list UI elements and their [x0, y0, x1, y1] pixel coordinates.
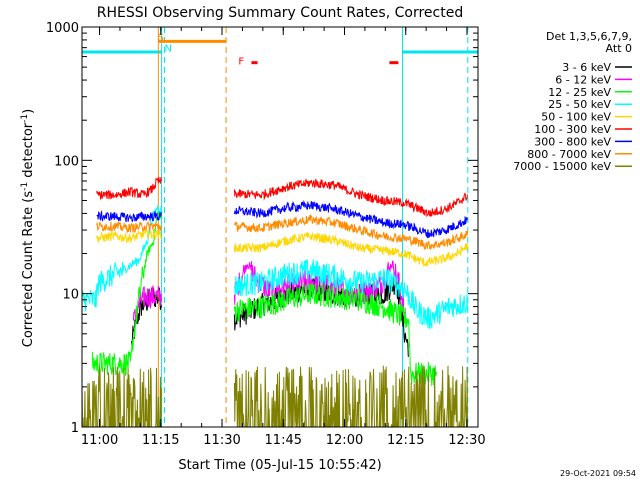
- legend-label-1: 6 - 12 keV: [555, 73, 611, 86]
- legend-label-0: 3 - 6 keV: [562, 61, 611, 74]
- legend-label-6: 300 - 800 keV: [534, 135, 611, 148]
- series-line-2: [91, 210, 438, 387]
- x-axis-label: Start Time (05-Jul-15 10:55:42): [178, 458, 381, 473]
- x-tick-label-1: 11:15: [142, 433, 179, 448]
- y-tick-label-0: 1: [71, 421, 79, 436]
- legend-header-attenuator: Att 0: [606, 42, 632, 55]
- legend-label-8: 7000 - 15000 keV: [513, 160, 611, 173]
- y-tick-label-2: 100: [54, 154, 79, 169]
- legend-label-5: 100 - 300 keV: [534, 123, 611, 136]
- x-tick-label-3: 11:45: [265, 433, 302, 448]
- legend-label-3: 25 - 50 keV: [548, 98, 611, 111]
- annotation-f: F: [238, 57, 244, 68]
- y-tick-label-3: 1000: [46, 21, 79, 36]
- x-tick-label-4: 12:00: [326, 433, 363, 448]
- y-tick-label-1: 10: [62, 288, 79, 303]
- series-line-8: [81, 365, 468, 429]
- series-line-3: [81, 204, 468, 329]
- series-line-6: [96, 199, 468, 239]
- legend-label-2: 12 - 25 keV: [548, 86, 611, 99]
- axis-layer: 11:00 11:15 11:30 11:45 12:00 12:15 12:30 1 10 10…: [46, 21, 486, 448]
- legend-label-4: 50 - 100 keV: [541, 111, 611, 124]
- x-tick-label-6: 12:30: [448, 433, 485, 448]
- interval-layer: SN F: [82, 27, 478, 427]
- annotation-n: N: [164, 44, 171, 55]
- y-axis-label: Corrected Count Rate (s-1 detector-1): [20, 109, 36, 347]
- plot-frame: [81, 26, 479, 428]
- annotation-s: S: [158, 32, 164, 43]
- x-tick-label-0: 11:00: [81, 433, 118, 448]
- legend-header-detectors: Det 1,3,5,6,7,9,: [546, 30, 632, 43]
- legend-label-7: 800 - 7000 keV: [527, 148, 611, 161]
- series-line-4: [96, 228, 468, 267]
- x-tick-label-2: 11:30: [203, 433, 240, 448]
- series-line-5: [96, 176, 468, 218]
- chart-title: RHESSI Observing Summary Count Rates, Co…: [97, 5, 463, 21]
- footer-timestamp: 29-Oct-2021 09:54: [560, 469, 636, 478]
- series-line-7: [96, 214, 468, 251]
- series-layer: [81, 176, 468, 429]
- x-tick-label-5: 12:15: [387, 433, 424, 448]
- plot-border: [81, 26, 479, 428]
